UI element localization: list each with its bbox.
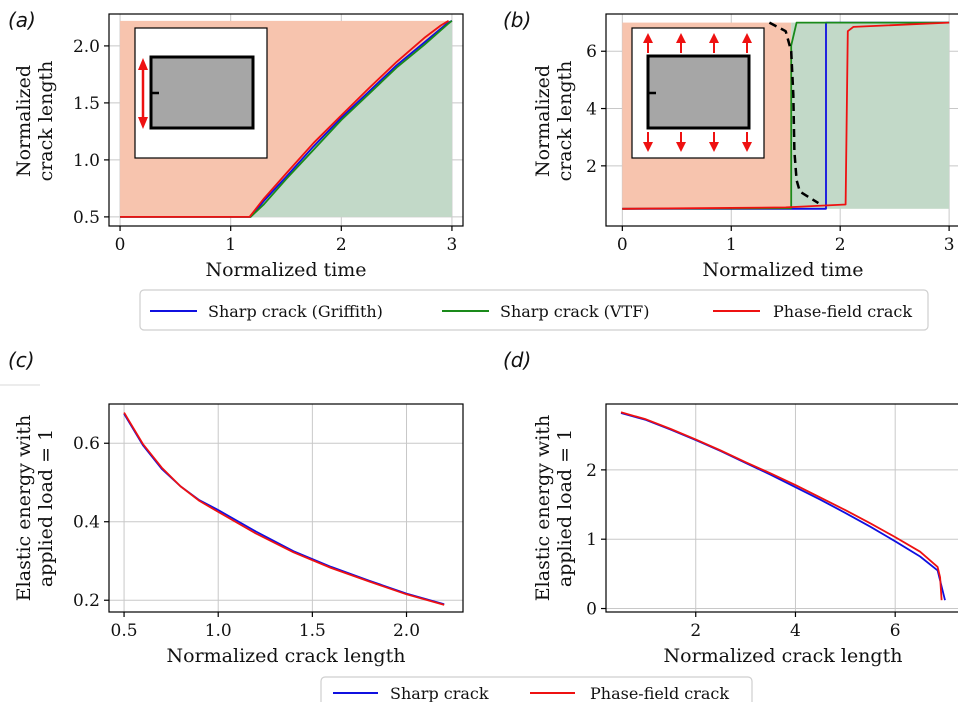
panel-c-xlabel: Normalized crack length: [167, 645, 406, 667]
panel-b-xtick-label-3: 3: [944, 235, 955, 255]
displacement-arrow-icon: [138, 58, 148, 129]
panel-a-ytick-label-1: 1.0: [73, 151, 100, 171]
panel-b-xlabel: Normalized time: [702, 259, 863, 281]
panel-d-ytick-label-0: 0: [586, 600, 597, 620]
panel-c-ytick-label-2: 0.6: [73, 434, 100, 454]
panel-c: (c) 0.5 1.0 1.5 2.0 0.2 0.4 0.6 Normalized cra…: [0, 348, 464, 667]
panel-d-xtick-label-1: 4: [790, 621, 801, 641]
panel-d-xtick-label-0: 2: [690, 621, 701, 641]
panel-b-axes: [605, 13, 958, 227]
panel-a-stable-region: [120, 20, 452, 217]
panel-b-ylabel-line2: crack length: [554, 61, 576, 182]
panel-b-ytick-label-1: 4: [586, 100, 597, 120]
panel-a-xtick-label-3: 3: [447, 235, 458, 255]
panel-c-series-griffith: [123, 413, 445, 606]
panel-a-xtick-label-1: 1: [225, 235, 236, 255]
specimen-rectangle: [646, 54, 751, 130]
panel-c-ytick-label-0: 0.2: [73, 591, 100, 611]
panel-d-xtick-label-2: 6: [890, 621, 901, 641]
panel-d-axes: [605, 403, 958, 613]
panel-b-series-boundary: [768, 21, 820, 205]
panel-d-ylabel-line2: applied load = 1: [554, 429, 576, 587]
panel-d-xlabel: Normalized crack length: [664, 645, 903, 667]
panel-a-axes: [108, 13, 464, 227]
panel-c-ytick-label-1: 0.4: [73, 513, 100, 533]
panel-c-xtick-label-3: 2.0: [393, 621, 420, 641]
panel-c-xtick-label-2: 1.5: [299, 621, 326, 641]
legend-label-vtf: Sharp crack (VTF): [500, 302, 649, 321]
panel-b-label: (b): [503, 8, 531, 32]
panel-a-ytick-label-0: 0.5: [73, 208, 100, 228]
panel-b-ylabel-line1: Normalized: [532, 65, 554, 177]
panel-d-ytick-label-2: 2: [586, 461, 597, 481]
legend-label-phasefield-bottom: Phase-field crack: [590, 684, 729, 702]
panel-b-specimen-inset: [631, 27, 765, 159]
panel-a-ytick-label-2: 1.5: [73, 94, 100, 114]
panel-a-xlabel: Normalized time: [205, 259, 366, 281]
legend-label-griffith: Sharp crack (Griffith): [208, 302, 383, 321]
panel-c-ylabel-line1: Elastic energy with: [13, 415, 35, 601]
panel-b-ytick-label-0: 2: [586, 157, 597, 177]
panel-a-series-griffith: [120, 20, 453, 218]
panel-a-ytick-label-3: 2.0: [73, 37, 100, 57]
panel-a-series-phasefield: [120, 20, 450, 218]
panel-a-series-vtf: [120, 20, 453, 218]
panel-a-xtick-label-0: 0: [115, 235, 126, 255]
legend-label-phasefield: Phase-field crack: [773, 302, 912, 321]
panel-a-label: (a): [8, 8, 36, 32]
panel-c-xtick-label-1: 1.0: [205, 621, 232, 641]
panel-b-stable-region: [791, 22, 950, 209]
panel-a-ylabel-line2: crack length: [35, 61, 57, 182]
panel-c-series-phasefield: [123, 412, 445, 606]
panel-d: (d) 2 4 6 0 1 2 Normalized crack length Elast…: [503, 348, 958, 667]
legend-bottom: Sharp crack Phase-field crack: [320, 676, 753, 702]
panel-d-series-phasefield: [620, 411, 943, 601]
panel-b-xtick-label-0: 0: [617, 235, 628, 255]
tension-arrows-top-icon: [643, 33, 752, 53]
legend-top: Sharp crack (Griffith) Sharp crack (VTF)…: [139, 289, 929, 331]
panel-b-series-phasefield: [622, 21, 950, 210]
panel-d-ytick-label-1: 1: [586, 530, 597, 550]
panel-d-label: (d): [503, 348, 531, 372]
panel-c-label: (c): [8, 348, 35, 372]
panel-c-xtick-label-0: 0.5: [111, 621, 138, 641]
panel-a-ylabel-line1: Normalized: [13, 65, 35, 177]
specimen-rectangle: [149, 55, 255, 130]
panel-b-ytick-label-2: 6: [586, 42, 597, 62]
panel-a: (a) 0 1 2 3 0.5 1.0 1.5 2.0 Normalized time Nor…: [8, 8, 464, 281]
panel-d-series-griffith: [620, 412, 946, 601]
tension-arrows-bottom-icon: [643, 132, 752, 152]
panel-d-ylabel-line1: Elastic energy with: [532, 415, 554, 601]
panel-a-xtick-label-2: 2: [336, 235, 347, 255]
panel-a-specimen-inset: [134, 27, 268, 159]
panel-c-axes: [108, 403, 464, 613]
panel-c-ylabel-line2: applied load = 1: [35, 429, 57, 587]
legend-label-sharp: Sharp crack: [390, 684, 489, 702]
panel-b-xtick-label-2: 2: [835, 235, 846, 255]
panel-b-xtick-label-1: 1: [726, 235, 737, 255]
